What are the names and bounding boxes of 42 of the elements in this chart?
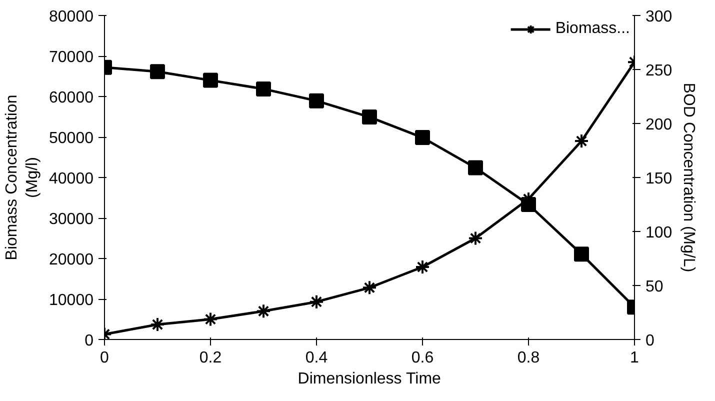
y-tick-label: 20000	[49, 252, 94, 268]
point	[574, 134, 589, 149]
point	[468, 160, 483, 176]
y2-tick-label: 150	[646, 170, 672, 188]
point	[203, 72, 218, 88]
y2-tick-label: 100	[646, 224, 672, 242]
point	[256, 81, 271, 96]
y2-tick-label: 50	[646, 278, 664, 296]
point	[256, 304, 271, 319]
y2-axis-title: BOD Concentration (Mg/L)	[680, 82, 698, 272]
y-tick-label: 80000	[49, 8, 94, 26]
legend-label: Biomass...	[555, 20, 630, 38]
point	[415, 260, 430, 275]
y-tick-label: 40000	[49, 170, 94, 188]
point	[150, 317, 165, 332]
point	[309, 93, 324, 108]
y-tick-label: 50000	[49, 130, 94, 147]
point	[362, 110, 377, 125]
point	[468, 230, 483, 246]
x-tick-label: 1	[630, 350, 640, 366]
point	[203, 312, 218, 327]
y-tick-label: 60000	[49, 90, 94, 106]
y2-tick-label: 250	[646, 62, 672, 80]
x-tick-label: 0.4	[305, 350, 328, 366]
y2-tick-label: 300	[646, 8, 672, 26]
y-tick-label: 30000	[49, 211, 94, 228]
point	[309, 294, 324, 310]
x-axis-title: Dimensionless Time	[298, 370, 442, 388]
y-tick-label: 70000	[49, 49, 94, 66]
point	[362, 280, 377, 296]
x-tick-label: 0.2	[199, 350, 222, 366]
y-tick-label: 0	[84, 332, 94, 350]
point	[415, 130, 430, 146]
y-axis-title: Biomass Concentration (Mg/l)	[4, 94, 42, 260]
point	[150, 64, 165, 80]
y2-tick-label: 0	[646, 332, 654, 350]
point	[574, 246, 589, 262]
x-tick-label: 0.8	[517, 350, 540, 366]
x-tick-label: 0.6	[411, 350, 434, 366]
y-tick-label: 10000	[49, 292, 94, 309]
y2-tick-label: 200	[646, 116, 672, 134]
x-tick-label: 0	[100, 350, 110, 366]
